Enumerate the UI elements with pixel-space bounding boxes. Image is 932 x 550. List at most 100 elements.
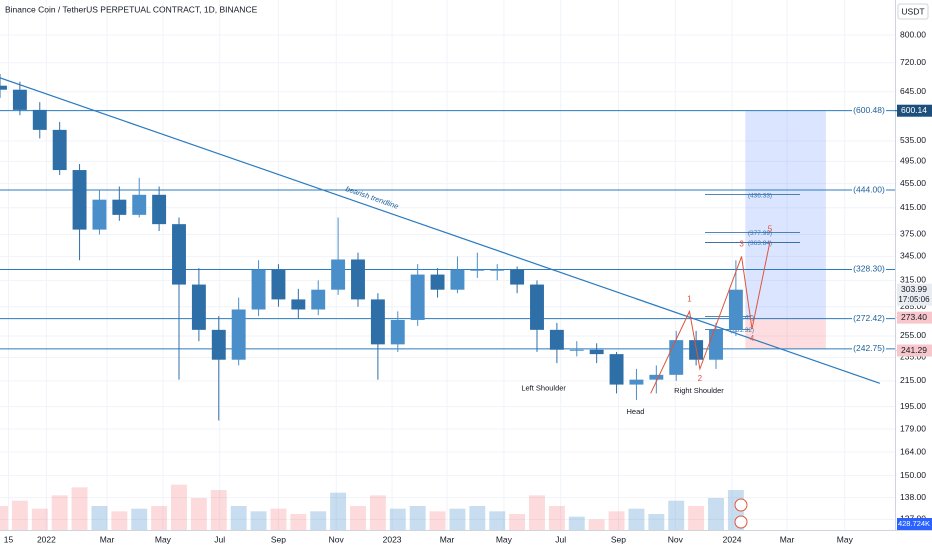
candle-body — [152, 194, 167, 225]
candle-body — [172, 224, 186, 285]
volume-bar — [151, 506, 168, 530]
level-label-bg — [852, 184, 886, 197]
volume-bar — [71, 487, 88, 530]
y-tick-label: 315.00 — [900, 275, 926, 285]
volume-bar — [648, 514, 665, 530]
y-tick-label: 235.00 — [900, 352, 926, 362]
candle-body — [530, 284, 544, 330]
price-badge-label: 273.40 — [901, 312, 927, 322]
volume-bar — [409, 506, 426, 530]
x-tick-label: Mar — [100, 534, 115, 544]
y-tick-label: 138.00 — [900, 492, 926, 502]
x-tick-label: Nov — [668, 534, 684, 544]
currency-box[interactable] — [897, 3, 929, 20]
volume-bar — [369, 495, 386, 530]
candle-body — [211, 329, 226, 360]
y-tick-label: 720.00 — [900, 57, 926, 67]
y-tick-label: 150.00 — [900, 470, 926, 480]
volume-bar — [688, 506, 705, 530]
candle-body — [470, 269, 485, 271]
candle-body — [649, 374, 664, 380]
volume-bar — [51, 495, 68, 530]
volume-bar — [230, 506, 247, 530]
candle-body — [331, 259, 346, 290]
y-tick-label: 800.00 — [900, 29, 926, 39]
level-label-bg — [852, 342, 886, 355]
candle-body — [549, 329, 564, 350]
candle-body — [728, 289, 743, 330]
wave-label: 4 — [750, 334, 755, 343]
x-tick-label: May — [155, 534, 172, 544]
y-tick-label: 255.00 — [900, 330, 926, 340]
volume-bar — [270, 508, 287, 530]
x-tick-label: 2022 — [37, 534, 56, 544]
volume-bar — [708, 498, 724, 530]
volume-bar — [350, 506, 366, 530]
wave-path — [650, 241, 771, 394]
volume-bar — [489, 511, 506, 530]
y-tick-label: 215.00 — [900, 375, 926, 385]
volume-bar — [290, 514, 307, 530]
currency: USDT — [901, 6, 924, 16]
x-tick-label: 15 — [4, 534, 14, 544]
y-tick-label: 455.00 — [900, 178, 926, 188]
level-label: (272.42) — [853, 313, 885, 323]
level-label: (242.75) — [853, 343, 885, 353]
event-icon[interactable] — [734, 498, 748, 512]
x-tick-label: Jul — [555, 534, 566, 544]
x-tick-label: Mar — [440, 534, 455, 544]
candle-body — [589, 349, 604, 355]
y-tick-label: 164.00 — [900, 446, 926, 456]
stop-zone — [745, 318, 826, 349]
volume-bar — [91, 506, 108, 530]
level-label: (600.48) — [853, 105, 885, 115]
x-tick-label: May — [837, 534, 854, 544]
wave-label: 5 — [768, 225, 773, 234]
candle-body — [430, 274, 445, 290]
price-badge — [897, 283, 932, 306]
volume-bar — [210, 490, 227, 530]
price-badge-label: 600.14 — [901, 105, 927, 115]
y-tick-label: 375.00 — [900, 229, 926, 239]
candle-body — [231, 309, 246, 360]
fib-label: (363.84) — [748, 240, 772, 247]
y-tick-label: 345.00 — [900, 251, 926, 261]
fib-label: (261.32) — [730, 327, 754, 334]
x-tick-label: Sep — [271, 534, 286, 544]
volume-bar — [190, 498, 207, 530]
price-badge — [897, 311, 932, 324]
volume-bar — [11, 500, 28, 530]
price-badge-label: 303.99 — [901, 284, 927, 294]
fib-label: (436.33) — [748, 192, 772, 199]
candle-body — [629, 379, 644, 385]
event-icon[interactable] — [734, 515, 748, 529]
volume-bar — [131, 508, 148, 530]
volume-bar — [449, 508, 466, 530]
volume-bar — [608, 511, 625, 530]
candle-body — [0, 85, 7, 90]
candle-body — [510, 269, 525, 285]
y-tick-label: 285.00 — [900, 301, 926, 311]
candle-body — [370, 299, 385, 345]
candle-body — [92, 199, 107, 230]
candle-body — [271, 269, 286, 300]
candle-body — [390, 319, 405, 345]
volume-bar — [509, 514, 526, 530]
price-badge — [897, 104, 932, 117]
x-tick-label: 2023 — [383, 534, 402, 544]
volume-bar — [529, 495, 545, 530]
y-tick-label: 495.00 — [900, 156, 926, 166]
candle-body — [609, 354, 624, 385]
level-label: (444.00) — [853, 184, 885, 194]
chart-title: Binance Coin / TetherUS PERPETUAL CONTRA… — [5, 4, 258, 14]
volume-badge-label: 428.724K — [898, 519, 930, 528]
volume-bar — [171, 484, 187, 530]
volume-bar — [310, 511, 327, 530]
candle-body — [251, 269, 266, 310]
level-label-bg — [852, 263, 886, 276]
target-zone — [745, 110, 826, 319]
volume-bar — [111, 511, 128, 530]
pattern-label: Left Shoulder — [521, 383, 566, 392]
price-badge-label: 241.29 — [901, 345, 927, 355]
